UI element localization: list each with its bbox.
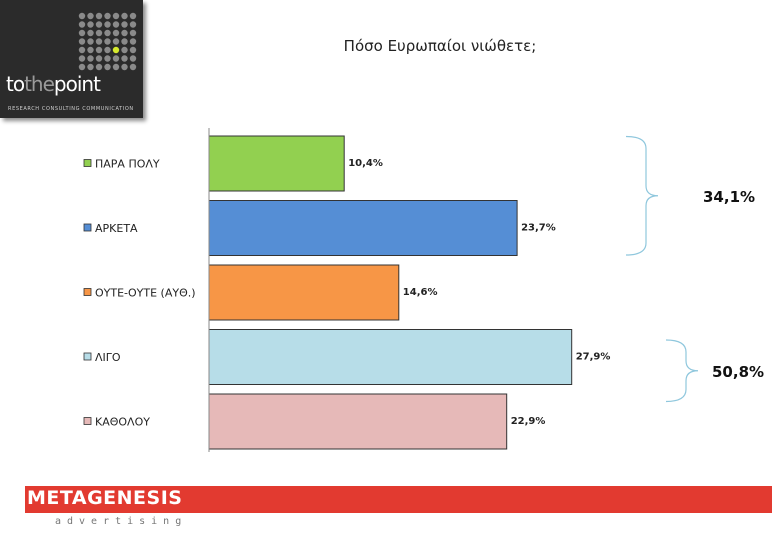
bar [208, 329, 573, 385]
logo-wordmark: tothepoint [6, 72, 101, 96]
legend-label: ΟΥΤΕ-ΟΥΤΕ (ΑΥΘ.) [95, 287, 196, 300]
logo-dot [104, 12, 111, 20]
logo-dot [112, 63, 120, 71]
logo-dot [95, 29, 103, 37]
legend-swatch [83, 159, 92, 167]
logo-dot [129, 29, 137, 37]
logo-dot [95, 21, 103, 28]
logo-dot [95, 63, 103, 71]
bar [208, 135, 345, 192]
legend-swatch [83, 288, 92, 296]
logo-dot [78, 12, 86, 20]
legend-swatch [83, 352, 92, 361]
data-label: 23,7% [521, 223, 556, 234]
legend-label: ΑΡΚΕΤΑ [95, 222, 138, 235]
logo-dot [87, 55, 94, 62]
legend-swatch [83, 417, 92, 425]
data-label: 14,6% [403, 287, 438, 298]
logo-dot [121, 38, 128, 45]
logo-dot [121, 21, 128, 28]
logo-dot [87, 38, 94, 45]
logo-tagline: RESEARCH CONSULTING COMMUNICATION [8, 106, 134, 112]
logo-dot-grid [78, 12, 137, 71]
legend-label: ΠΑΡΑ ΠΟΛΥ [95, 158, 160, 171]
logo-dot [87, 12, 94, 20]
logo-dot [129, 55, 137, 62]
logo-dot [104, 55, 111, 62]
logo-dot [95, 55, 103, 62]
footer-bar [25, 486, 772, 513]
logo-dot [95, 12, 103, 20]
data-label: 22,9% [511, 416, 546, 427]
logo-dot [104, 38, 111, 45]
logo-dot [95, 46, 103, 54]
logo-dot [129, 63, 137, 71]
logo-dot [78, 21, 86, 28]
group-brace [665, 339, 699, 403]
legend-label: ΚΑΘΟΛΟΥ [95, 416, 150, 429]
tothepoint-logo: tothepoint RESEARCH CONSULTING COMMUNICA… [0, 0, 143, 118]
data-label: 10,4% [348, 158, 383, 169]
logo-dot-highlight [112, 46, 120, 54]
logo-dot [112, 55, 120, 62]
logo-dot [87, 29, 94, 37]
bar [208, 393, 508, 450]
bar [208, 200, 518, 256]
logo-dot [129, 21, 137, 28]
legend-label: ΛΙΓΟ [95, 351, 121, 364]
logo-dot [129, 38, 137, 45]
logo-dot [104, 21, 111, 28]
logo-dot [121, 46, 128, 54]
legend-swatch [83, 223, 92, 232]
logo-dot [112, 12, 120, 20]
logo-dot [95, 38, 103, 45]
logo-dot [121, 55, 128, 62]
logo-dot [112, 21, 120, 28]
bar [208, 264, 400, 321]
logo-dot [104, 46, 111, 54]
logo-dot [104, 29, 111, 37]
logo-dot [129, 46, 137, 54]
logo-dot [87, 63, 94, 71]
logo-dot [112, 38, 120, 45]
chart-title: Πόσο Ευρωπαίοι νιώθετε; [343, 37, 537, 55]
logo-dot [78, 29, 86, 37]
logo-dot [78, 46, 86, 54]
logo-dot [121, 63, 128, 71]
data-label: 27,9% [576, 352, 611, 363]
logo-dot [129, 12, 137, 20]
logo-dot [121, 29, 128, 37]
footer-brand: METAGENESIS [27, 487, 183, 509]
logo-dot [87, 21, 94, 28]
logo-dot [112, 29, 120, 37]
logo-dot [78, 55, 86, 62]
group-label: 34,1% [703, 188, 755, 206]
logo-dot [78, 38, 86, 45]
logo-dot [87, 46, 94, 54]
logo-dot [104, 63, 111, 71]
group-brace [625, 135, 659, 256]
group-label: 50,8% [712, 363, 764, 381]
logo-dot [121, 12, 128, 20]
footer-subtitle: advertising [55, 516, 188, 527]
logo-dot [78, 63, 86, 71]
